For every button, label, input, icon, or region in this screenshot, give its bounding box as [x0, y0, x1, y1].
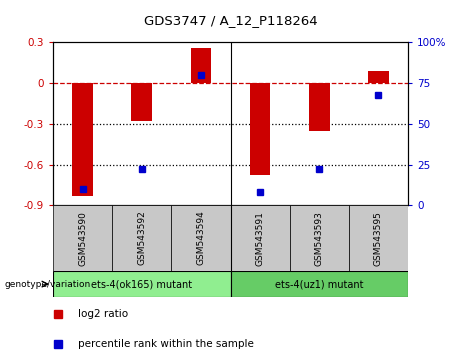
Bar: [112, 205, 171, 271]
Text: percentile rank within the sample: percentile rank within the sample: [78, 339, 254, 349]
Bar: [230, 271, 408, 297]
Bar: [53, 205, 112, 271]
Text: GSM543593: GSM543593: [315, 211, 324, 266]
Bar: [309, 83, 330, 131]
Bar: [290, 205, 349, 271]
Text: log2 ratio: log2 ratio: [78, 309, 129, 319]
Text: ets-4(ok165) mutant: ets-4(ok165) mutant: [91, 279, 192, 289]
Bar: [53, 271, 230, 297]
Text: GSM543594: GSM543594: [196, 211, 206, 266]
Bar: [368, 71, 389, 83]
Text: GDS3747 / A_12_P118264: GDS3747 / A_12_P118264: [144, 14, 317, 27]
Text: ets-4(uz1) mutant: ets-4(uz1) mutant: [275, 279, 363, 289]
Text: genotype/variation: genotype/variation: [5, 280, 91, 289]
Bar: [349, 205, 408, 271]
Text: GSM543590: GSM543590: [78, 211, 87, 266]
Bar: [230, 205, 290, 271]
Text: GSM543595: GSM543595: [374, 211, 383, 266]
Bar: [250, 83, 271, 176]
Bar: [190, 48, 211, 83]
Text: GSM543592: GSM543592: [137, 211, 146, 266]
Bar: [131, 83, 152, 121]
Bar: [72, 83, 93, 196]
Bar: [171, 205, 230, 271]
Text: GSM543591: GSM543591: [255, 211, 265, 266]
